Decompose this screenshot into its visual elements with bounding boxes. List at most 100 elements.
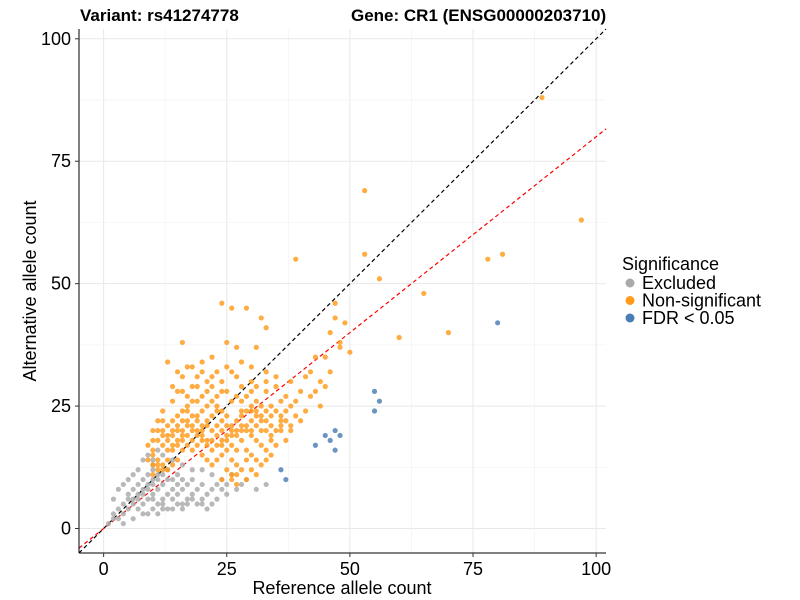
point-excluded <box>160 472 166 478</box>
point-non-significant <box>219 476 225 483</box>
point-non-significant <box>268 423 274 429</box>
point-non-significant <box>179 374 186 380</box>
point-excluded <box>140 511 146 517</box>
point-non-significant <box>288 378 294 385</box>
point-non-significant <box>204 423 210 429</box>
point-non-significant <box>174 427 181 434</box>
point-non-significant <box>302 374 309 380</box>
point-non-significant <box>278 413 284 419</box>
point-non-significant <box>214 442 220 448</box>
point-non-significant <box>155 437 161 443</box>
point-excluded <box>160 501 166 507</box>
point-non-significant <box>293 413 299 419</box>
point-non-significant <box>243 423 250 429</box>
point-non-significant <box>258 418 264 424</box>
point-excluded <box>263 481 269 488</box>
point-non-significant <box>204 378 210 385</box>
point-non-significant <box>283 408 289 414</box>
point-non-significant <box>209 427 215 434</box>
point-non-significant <box>248 364 254 370</box>
point-non-significant <box>150 447 156 453</box>
point-non-significant <box>204 418 210 424</box>
point-non-significant <box>179 427 186 434</box>
point-excluded <box>150 457 156 463</box>
point-non-significant <box>322 354 328 360</box>
point-non-significant <box>298 418 304 424</box>
point-non-significant <box>224 388 230 394</box>
point-excluded <box>135 491 141 497</box>
point-non-significant <box>312 354 319 360</box>
point-excluded <box>234 486 240 492</box>
point-excluded <box>155 501 161 507</box>
point-excluded <box>130 516 136 522</box>
point-non-significant <box>243 457 250 463</box>
point-excluded <box>150 467 156 473</box>
point-non-significant <box>160 418 166 424</box>
point-non-significant <box>199 432 205 439</box>
point-non-significant <box>179 388 186 394</box>
point-excluded <box>145 472 151 478</box>
point-fdr-0-05 <box>278 467 284 473</box>
point-excluded <box>209 472 215 478</box>
point-excluded <box>194 486 200 492</box>
point-excluded <box>174 491 181 497</box>
legend-label-non-significant: Non-significant <box>642 291 761 311</box>
point-excluded <box>110 516 117 522</box>
point-non-significant <box>243 427 250 434</box>
point-excluded <box>140 491 146 497</box>
point-non-significant <box>229 398 235 404</box>
point-non-significant <box>421 290 427 297</box>
point-non-significant <box>155 427 161 434</box>
legend-key-fdr-0-05 <box>625 313 635 323</box>
point-non-significant <box>184 432 190 439</box>
point-excluded <box>199 467 205 473</box>
point-non-significant <box>234 374 240 380</box>
y-tick-label: 75 <box>51 151 71 171</box>
point-non-significant <box>283 393 289 399</box>
point-non-significant <box>238 408 245 414</box>
point-non-significant <box>219 408 225 414</box>
point-non-significant <box>258 427 264 434</box>
legend: Significance ExcludedNon-significantFDR … <box>622 254 761 328</box>
point-non-significant <box>199 393 205 399</box>
point-fdr-0-05 <box>495 320 501 326</box>
point-non-significant <box>317 378 323 385</box>
x-tick-label: 75 <box>463 559 483 579</box>
point-non-significant <box>229 369 235 375</box>
point-non-significant <box>263 378 269 385</box>
point-non-significant <box>278 423 284 429</box>
point-non-significant <box>160 408 166 414</box>
point-non-significant <box>224 364 230 370</box>
point-excluded <box>174 501 181 507</box>
point-excluded <box>238 481 245 488</box>
point-excluded <box>120 521 126 527</box>
point-non-significant <box>253 423 259 429</box>
point-excluded <box>189 491 195 497</box>
point-non-significant <box>224 432 230 439</box>
point-non-significant <box>258 413 264 419</box>
point-non-significant <box>337 339 343 346</box>
point-non-significant <box>288 427 294 434</box>
point-non-significant <box>150 437 156 443</box>
point-non-significant <box>238 398 245 404</box>
point-excluded <box>160 506 166 512</box>
point-excluded <box>135 467 141 473</box>
point-non-significant <box>362 188 368 194</box>
point-non-significant <box>578 217 584 223</box>
point-excluded <box>184 496 190 502</box>
point-non-significant <box>253 408 259 414</box>
point-non-significant <box>165 447 171 453</box>
point-excluded <box>130 496 136 502</box>
point-non-significant <box>248 403 254 409</box>
point-non-significant <box>169 462 176 468</box>
x-tick-label: 50 <box>340 559 360 579</box>
point-excluded <box>150 476 156 483</box>
point-non-significant <box>234 462 240 468</box>
point-non-significant <box>317 403 323 409</box>
point-fdr-0-05 <box>371 388 378 394</box>
point-non-significant <box>362 251 368 257</box>
point-excluded <box>130 486 136 492</box>
point-non-significant <box>229 476 235 483</box>
point-excluded <box>194 501 200 507</box>
